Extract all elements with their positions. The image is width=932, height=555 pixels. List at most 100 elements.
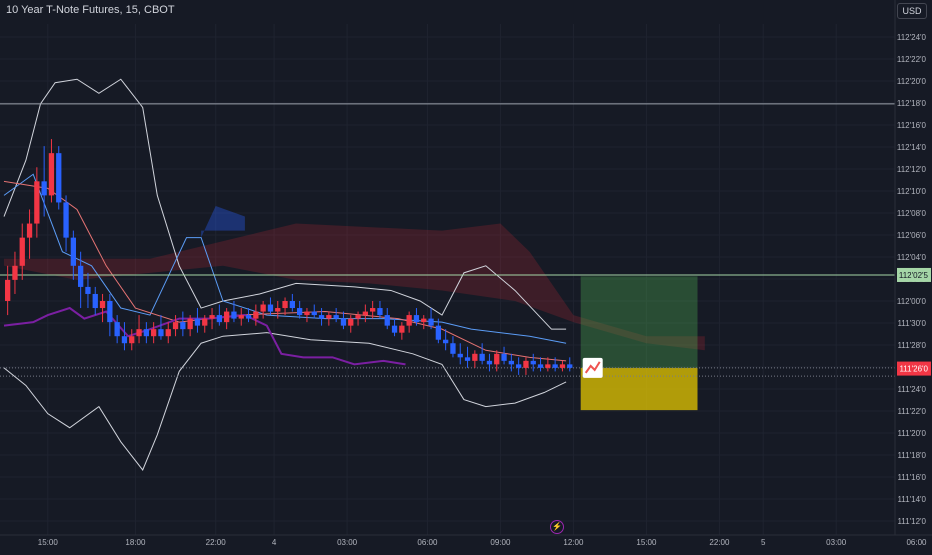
candle-body <box>494 353 500 365</box>
price-tick-label: 111'30'0 <box>897 319 926 328</box>
candle-body <box>121 336 128 344</box>
symbol-title: 10 Year T-Note Futures, 15, CBOT <box>6 4 175 16</box>
ichimoku-cloud-blue <box>201 205 245 238</box>
candle-body <box>238 315 244 319</box>
candle-body <box>165 329 171 337</box>
candle-body <box>348 318 354 326</box>
candle-body <box>136 329 142 337</box>
price-tick-label: 111'24'0 <box>897 385 926 394</box>
candle-body <box>530 360 536 365</box>
candle-body <box>523 360 529 368</box>
candle-body <box>216 315 222 323</box>
candle-body <box>224 311 230 323</box>
candle-body <box>34 181 40 224</box>
candle-body <box>486 360 493 365</box>
price-tick-label: 112'10'0 <box>897 187 927 196</box>
candle-body <box>19 237 25 266</box>
price-tick-label: 111'12'0 <box>897 517 926 526</box>
candle-body <box>209 315 215 319</box>
candle-body <box>114 322 120 337</box>
target-price-label-bg <box>897 267 931 282</box>
candle-body <box>70 237 76 266</box>
time-tick-label: 15:00 <box>38 538 59 547</box>
target-price-label: 112'02'5 <box>899 271 929 280</box>
candle-body <box>567 364 573 368</box>
price-tick-label: 112'24'0 <box>897 33 927 42</box>
candle-body <box>304 311 310 316</box>
candle-body <box>107 301 113 323</box>
candle-body <box>311 311 317 316</box>
price-tick-label: 111'14'0 <box>897 495 926 504</box>
candle-body <box>282 301 288 309</box>
time-tick-label: 09:00 <box>490 538 511 547</box>
candle-body <box>92 293 98 309</box>
price-tick-label: 112'20'0 <box>897 77 927 86</box>
time-tick-label: 03:00 <box>337 538 358 547</box>
candle-body <box>267 304 274 312</box>
candle-body <box>421 318 427 323</box>
price-tick-label: 111'18'0 <box>897 451 926 460</box>
candle-body <box>85 286 91 294</box>
candle-body <box>99 301 106 309</box>
candle-body <box>450 343 456 354</box>
candle-body <box>464 357 471 361</box>
candle-body <box>333 315 339 319</box>
candle-body <box>151 329 157 337</box>
candle-body <box>245 315 252 319</box>
candle-body <box>194 318 201 326</box>
lower-band <box>3 332 567 471</box>
time-tick-label: 15:00 <box>636 538 657 547</box>
candle-body <box>129 336 135 344</box>
currency-selector[interactable]: USD <box>897 3 927 19</box>
candle-body <box>56 153 62 203</box>
candle-body <box>377 308 383 316</box>
candle-body <box>202 318 208 326</box>
candle-body <box>428 318 434 326</box>
price-tick-label: 111'28'0 <box>897 341 926 350</box>
candle-body <box>78 265 84 287</box>
lagging-span <box>3 306 406 366</box>
candle-body <box>12 265 18 280</box>
time-axis-bg <box>0 535 895 550</box>
time-tick-label: 06:00 <box>906 538 927 547</box>
price-tick-label: 111'16'0 <box>897 473 926 482</box>
conversion-line <box>3 173 567 344</box>
time-tick-label: 03:00 <box>826 538 847 547</box>
price-tick-label: 112'08'0 <box>897 209 927 218</box>
price-tick-label: 112'18'0 <box>897 99 927 108</box>
candle-body <box>289 301 295 309</box>
candle-body <box>355 315 361 319</box>
lightning-icon[interactable]: ⚡ <box>550 520 564 534</box>
candle-body <box>48 153 55 196</box>
candle-body <box>143 329 149 337</box>
candle-body <box>399 325 405 333</box>
price-tick-label: 111'22'0 <box>897 407 926 416</box>
candle-body <box>63 202 69 238</box>
candle-body <box>443 339 449 344</box>
candle-body <box>406 315 412 326</box>
price-tick-label: 112'06'0 <box>897 231 927 240</box>
candle-body <box>340 318 347 326</box>
candle-body <box>260 304 266 312</box>
candle-body <box>516 364 522 368</box>
time-tick-label: 22:00 <box>206 538 227 547</box>
price-tick-label: 112'04'0 <box>897 253 927 262</box>
position-profit-zone <box>580 276 698 368</box>
candle-body <box>457 353 463 358</box>
price-tick-label: 112'14'0 <box>897 143 927 152</box>
candle-body <box>391 325 398 333</box>
time-tick-label: 5 <box>761 538 766 547</box>
candle-body <box>187 318 193 330</box>
candle-body <box>297 308 303 316</box>
candle-body <box>559 364 566 368</box>
candle-body <box>362 311 368 316</box>
candle-body <box>413 315 420 323</box>
time-tick-label: 12:00 <box>563 538 584 547</box>
candle-body <box>41 181 47 196</box>
trend-marker-glyph <box>584 361 601 374</box>
time-tick-label: 4 <box>272 538 277 547</box>
last-price-label-bg <box>897 361 931 376</box>
candle-body <box>180 322 186 330</box>
